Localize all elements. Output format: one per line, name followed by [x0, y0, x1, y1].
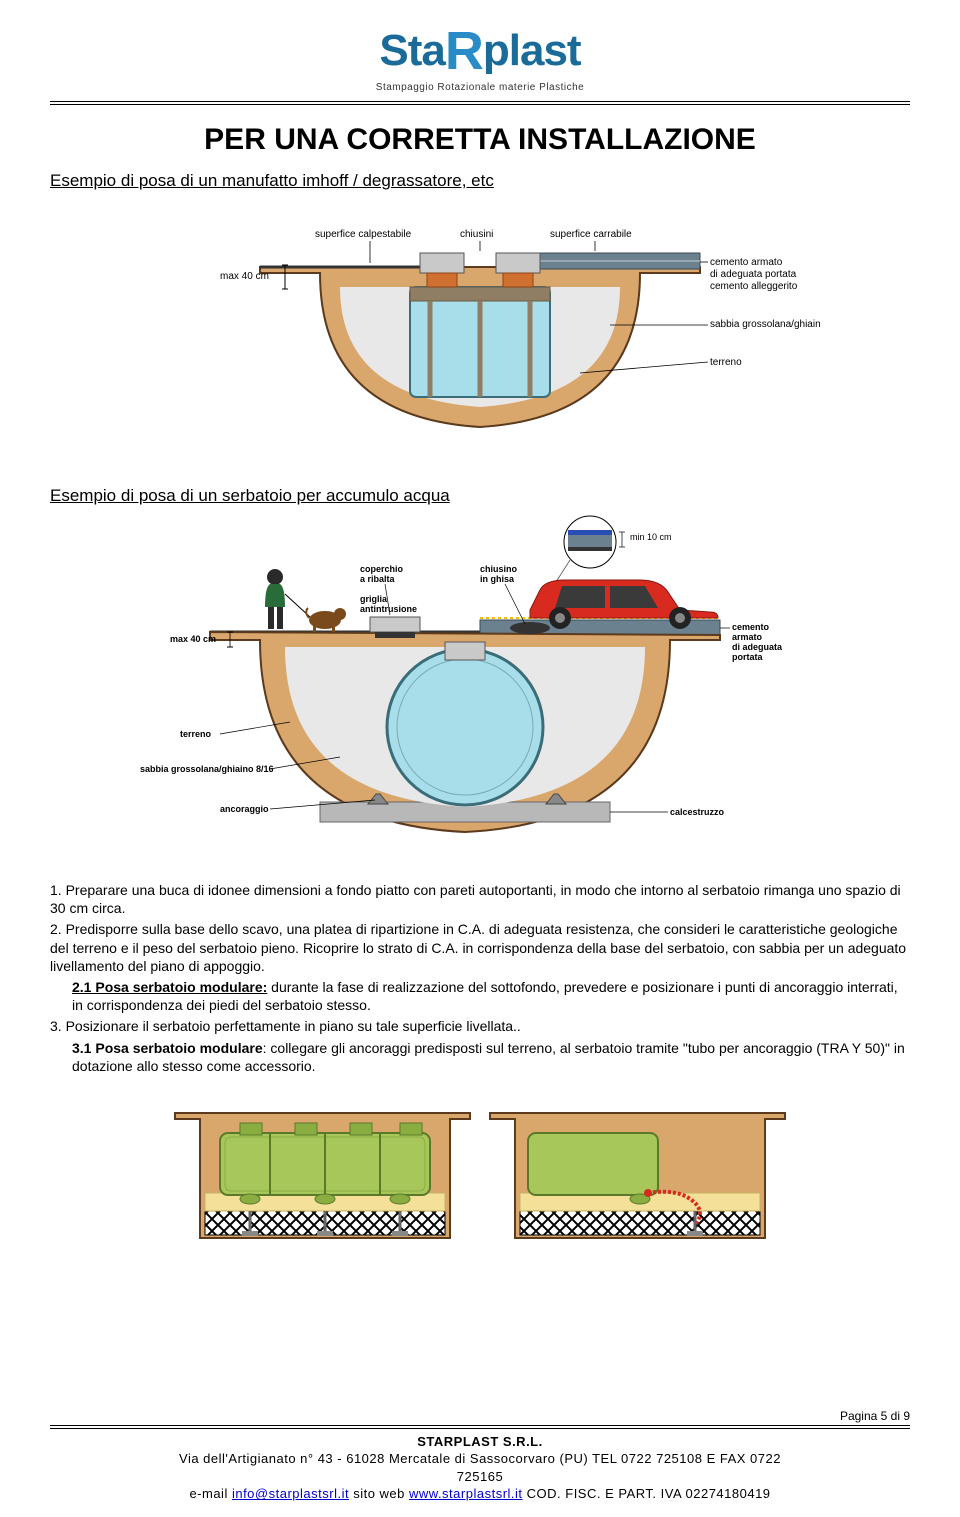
page: StaRplast Stampaggio Rotazionale materie…: [0, 0, 960, 1517]
lbl-in-ghisa: in ghisa: [480, 574, 515, 584]
lbl-antintrusione: antintrusione: [360, 604, 417, 614]
tank-top: [410, 287, 550, 301]
lbl-coperchio: coperchio: [360, 564, 404, 574]
cover-left: [420, 253, 464, 273]
lbl-armato: armato: [732, 632, 763, 642]
footer-web-link[interactable]: www.starplastsrl.it: [409, 1486, 523, 1501]
diagram1-svg: superfice calpestabile chiusini superfic…: [140, 197, 820, 457]
griglia-rect: [375, 632, 415, 638]
lbl-min10: min 10 cm: [630, 532, 672, 542]
para-2-1: 2.1 Posa serbatoio modulare: durante la …: [50, 978, 910, 1014]
dog-icon: [306, 608, 346, 632]
lbl-terreno-d1: terreno: [710, 357, 742, 368]
page-title: PER UNA CORRETTA INSTALLAZIONE: [50, 123, 910, 157]
footer-addr1: Via dell'Artigianato n° 43 - 61028 Merca…: [179, 1451, 781, 1466]
person-icon: [265, 569, 310, 629]
lbl-cemento: cemento: [732, 622, 770, 632]
d3-right-crosshatch: [520, 1211, 760, 1235]
para-3-1: 3.1 Posa serbatoio modulare: collegare g…: [50, 1039, 910, 1075]
footer-company: STARPLAST S.R.L.: [417, 1434, 542, 1449]
green-tank: [220, 1123, 430, 1204]
diagram-serbatoio-install: min 10 cm: [50, 512, 910, 857]
diagram3-svg: [170, 1093, 790, 1253]
lbl-cemento-armato: cemento armato: [710, 257, 783, 268]
lbl-adeguata2: di adeguata: [732, 642, 783, 652]
footer-addr2: 725165: [457, 1469, 503, 1484]
lbl-adeguata: di adeguata portata: [710, 269, 797, 280]
header-divider: [50, 101, 910, 105]
tank-slice: [528, 1133, 658, 1195]
subheader-imhoff: Esempio di posa di un manufatto imhoff /…: [50, 171, 910, 191]
lbl-ancoraggio: ancoraggio: [220, 804, 269, 814]
logo-r: R: [445, 21, 483, 81]
lbl-griglia: griglia: [360, 594, 388, 604]
instructions-text: 1. Preparare una buca di idonee dimensio…: [50, 881, 910, 1075]
lbl-sabbia-d1: sabbia grossolana/ghiaino 8/16: [710, 319, 820, 330]
lbl-superfice-calp: superfice calpestabile: [315, 229, 412, 240]
tank-neck: [445, 642, 485, 660]
page-footer: Pagina 5 di 9 STARPLAST S.R.L. Via dell'…: [50, 1409, 910, 1503]
cover-right: [496, 253, 540, 273]
diagram2-svg: min 10 cm: [110, 512, 850, 852]
starplast-logo: StaRplast Stampaggio Rotazionale materie…: [376, 20, 584, 93]
footer-web-label: sito web: [349, 1486, 409, 1501]
lbl-alleggerito: cemento alleggerito: [710, 281, 798, 292]
para-3: 3. Posizionare il serbatoio perfettament…: [50, 1017, 910, 1035]
footer-email-label: e-mail: [189, 1486, 232, 1501]
page-number: Pagina 5 di 9: [50, 1409, 910, 1423]
lbl-chiusino: chiusino: [480, 564, 518, 574]
lbl-calcestruzzo: calcestruzzo: [670, 807, 725, 817]
logo-text: StaRplast: [379, 26, 580, 75]
lbl-max40-d2: max 40 cm: [170, 634, 216, 644]
para-2: 2. Predisporre sulla base dello scavo, u…: [50, 920, 910, 975]
lbl-terreno-d2: terreno: [180, 729, 212, 739]
para-2-1-bold: 2.1 Posa serbatoio modulare:: [72, 979, 267, 995]
lbl-superfice-carr: superfice carrabile: [550, 229, 632, 240]
para-3-1-bold: 3.1 Posa serbatoio modulare: [72, 1040, 263, 1056]
lbl-a-ribalta: a ribalta: [360, 574, 396, 584]
footer-text: STARPLAST S.R.L. Via dell'Artigianato n°…: [50, 1433, 910, 1503]
logo-area: StaRplast Stampaggio Rotazionale materie…: [50, 20, 910, 95]
lbl-portata: portata: [732, 652, 763, 662]
lbl-chiusini: chiusini: [460, 229, 493, 240]
subheader-serbatoio: Esempio di posa di un serbatoio per accu…: [50, 486, 910, 506]
diagram-imhoff-install: superfice calpestabile chiusini superfic…: [50, 197, 910, 462]
footer-fisc: COD. FISC. E PART. IVA 02274180419: [523, 1486, 771, 1501]
lbl-sabbia-d2: sabbia grossolana/ghiaino 8/16: [140, 764, 274, 774]
lbl-max40-d1: max 40 cm: [220, 271, 269, 282]
para-1: 1. Preparare una buca di idonee dimensio…: [50, 881, 910, 917]
diagram-modular-anchor: [50, 1093, 910, 1258]
logo-tagline: Stampaggio Rotazionale materie Plastiche: [376, 82, 584, 93]
coperchio: [370, 617, 420, 632]
tank-circle: [387, 649, 543, 805]
logo-suffix: plast: [483, 26, 581, 75]
footer-email-link[interactable]: info@starplastsrl.it: [232, 1486, 349, 1501]
footer-divider: [50, 1425, 910, 1429]
chiusino-ghisa: [510, 622, 550, 634]
logo-prefix: Sta: [379, 26, 444, 75]
